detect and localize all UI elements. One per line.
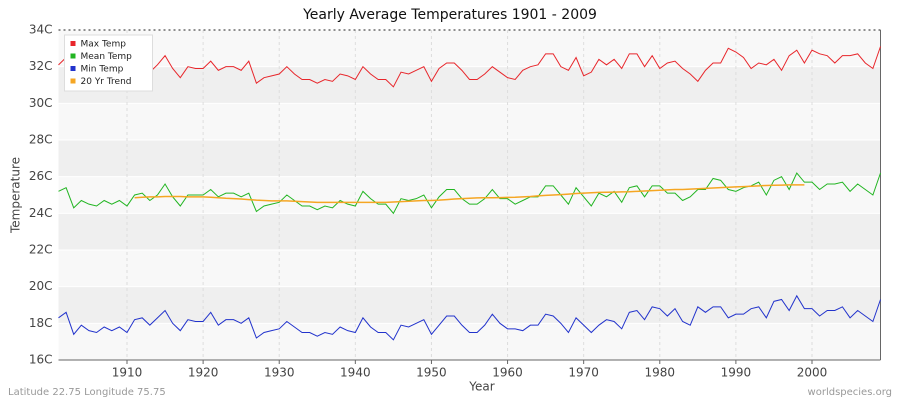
grid-band [58,286,881,324]
grid-band [58,140,881,177]
x-tick-label: 1980 [645,366,676,380]
series-line [58,172,881,215]
x-tick-label: 1990 [721,366,752,380]
footer-left: Latitude 22.75 Longitude 75.75 [8,387,166,398]
legend-swatch [70,53,76,59]
footer-right: worldspecies.org [808,387,892,398]
y-tick-label: 28C [29,133,53,147]
x-tick-label: 1950 [416,366,447,380]
grid-band [58,213,881,250]
series-line [134,184,805,204]
x-tick-label: 1960 [492,366,523,380]
x-tick-label: 1930 [264,366,295,380]
legend-label: Min Temp [81,65,124,75]
y-tick-label: 16C [29,353,53,367]
legend-label: 20 Yr Trend [81,77,132,87]
y-tick-label: 32C [29,59,53,73]
y-tick-label: 26C [29,169,53,183]
grid-band [58,103,881,140]
x-tick-label: 1920 [188,366,219,380]
legend: Max Temp Mean Temp Min Temp 20 Yr Trend [64,34,153,92]
y-tick-label: 22C [29,243,53,257]
series-line [58,294,881,341]
x-tick-label: 2000 [797,366,828,380]
legend-label: Mean Temp [81,52,133,62]
series-line [58,46,881,88]
y-axis-label: Temperature [9,157,23,234]
x-tick-label: 1970 [568,366,599,380]
x-axis-label: Year [468,380,494,394]
legend-swatch [70,41,76,46]
y-tick-label: 20C [29,279,53,293]
legend-label: Max Temp [81,40,127,50]
y-tick-label: 24C [29,206,53,220]
x-tick-label: 1940 [340,366,371,380]
plot-background [58,30,881,360]
grid-band [58,176,881,214]
legend-box [64,34,153,92]
chart-title: Yearly Average Temperatures 1901 - 2009 [302,7,597,23]
legend-swatch [70,78,76,84]
grid-band [58,250,881,287]
y-tick-label: 18C [29,316,53,330]
legend-swatch [70,66,76,71]
grid-band [58,66,881,104]
grid-band [58,30,881,67]
y-tick-label: 30C [29,96,53,110]
grid-band [58,323,881,360]
x-tick-label: 1910 [112,366,143,380]
y-tick-label: 34C [29,23,53,37]
